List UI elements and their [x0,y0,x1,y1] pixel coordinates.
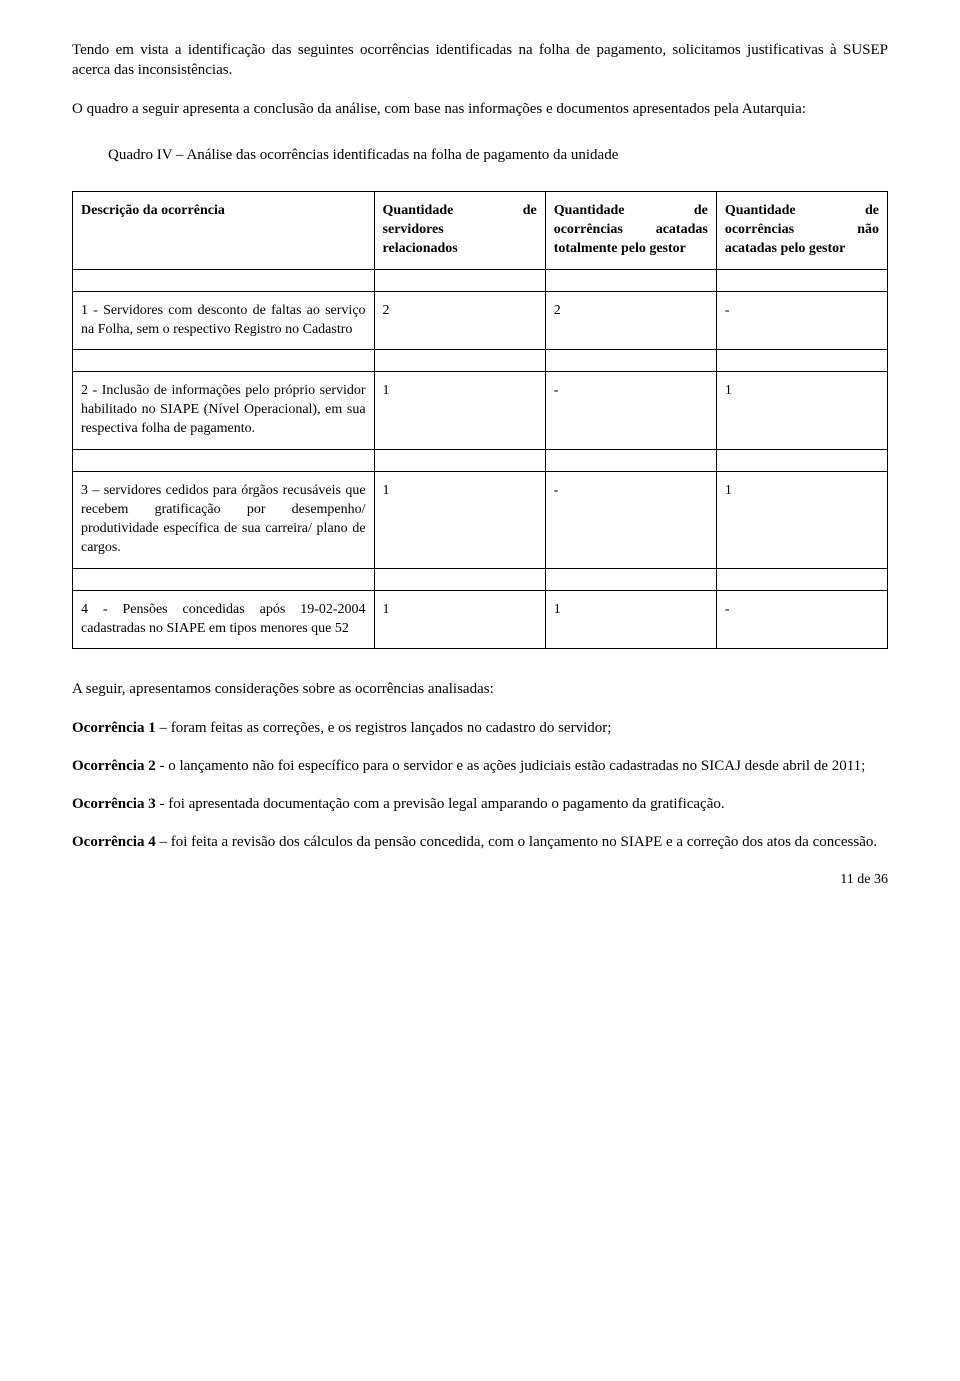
hdr-c2-l3: relacionados [383,240,537,259]
table-row: 4 - Pensões concedidas após 19-02-2004 c… [73,590,888,649]
page-number: 11 de 36 [72,871,888,890]
cell-v3: - [716,291,887,350]
hdr-c3-a: Quantidade [554,202,625,221]
hdr-c3-l3: totalmente pelo gestor [554,240,708,259]
ocorrencia-1-text: – foram feitas as correções, e os regist… [156,720,612,736]
spacer-row [73,350,888,372]
cell-v1: 1 [374,372,545,450]
cell-v1: 1 [374,472,545,569]
hdr-c4-a: Quantidade [725,202,796,221]
quadro-title: Quadro IV – Análise das ocorrências iden… [72,145,888,165]
table-row: 3 – servidores cedidos para órgãos recus… [73,472,888,569]
hdr-c2-l2: servidores [383,221,537,240]
cell-v1: 1 [374,590,545,649]
hdr-c4-l2a: ocorrências [725,221,794,240]
cell-v3: 1 [716,372,887,450]
intro-paragraph-2: O quadro a seguir apresenta a conclusão … [72,99,888,119]
hdr-c3-l2a: ocorrências [554,221,623,240]
table-row: 1 - Servidores com desconto de faltas ao… [73,291,888,350]
table-row: 2 - Inclusão de informações pelo próprio… [73,372,888,450]
hdr-c3-b: de [694,202,708,221]
ocorrencia-3-text: - foi apresentada documentação com a pre… [156,796,725,812]
header-qtde-servidores: Quantidade de servidores relacionados [374,192,545,270]
ocorrencia-2-text: - o lançamento não foi específico para o… [156,758,866,774]
spacer-row [73,269,888,291]
cell-desc: 2 - Inclusão de informações pelo próprio… [73,372,375,450]
cell-desc: 4 - Pensões concedidas após 19-02-2004 c… [73,590,375,649]
hdr-c2-a: Quantidade [383,202,454,221]
spacer-row [73,568,888,590]
cell-v2: - [545,372,716,450]
ocorrencia-4: Ocorrência 4 – foi feita a revisão dos c… [72,832,888,852]
header-qtde-acatadas: Quantidade de ocorrências acatadas total… [545,192,716,270]
hdr-c3-l2b: acatadas [656,221,708,240]
cell-v2: - [545,472,716,569]
ocorrencia-1: Ocorrência 1 – foram feitas as correções… [72,718,888,738]
cell-v3: - [716,590,887,649]
ocorrencia-4-label: Ocorrência 4 [72,834,156,850]
cell-v2: 2 [545,291,716,350]
cell-desc: 3 – servidores cedidos para órgãos recus… [73,472,375,569]
hdr-c4-l3: acatadas pelo gestor [725,240,879,259]
spacer-row [73,450,888,472]
table-header-row: Descrição da ocorrência Quantidade de se… [73,192,888,270]
followup-paragraph: A seguir, apresentamos considerações sob… [72,679,888,699]
hdr-c4-l2b: não [857,221,879,240]
ocorrencia-1-label: Ocorrência 1 [72,720,156,736]
ocorrencia-3-label: Ocorrência 3 [72,796,156,812]
header-descricao: Descrição da ocorrência [73,192,375,270]
ocorrencia-4-text: – foi feita a revisão dos cálculos da pe… [156,834,877,850]
header-qtde-nao-acatadas: Quantidade de ocorrências não acatadas p… [716,192,887,270]
cell-v2: 1 [545,590,716,649]
cell-v1: 2 [374,291,545,350]
ocorrencia-3: Ocorrência 3 - foi apresentada documenta… [72,794,888,814]
hdr-c2-b: de [523,202,537,221]
intro-paragraph-1: Tendo em vista a identificação das segui… [72,40,888,81]
ocorrencia-2-label: Ocorrência 2 [72,758,156,774]
cell-v3: 1 [716,472,887,569]
ocorrencia-2: Ocorrência 2 - o lançamento não foi espe… [72,756,888,776]
ocorrencias-table: Descrição da ocorrência Quantidade de se… [72,191,888,649]
hdr-c4-b: de [865,202,879,221]
cell-desc: 1 - Servidores com desconto de faltas ao… [73,291,375,350]
